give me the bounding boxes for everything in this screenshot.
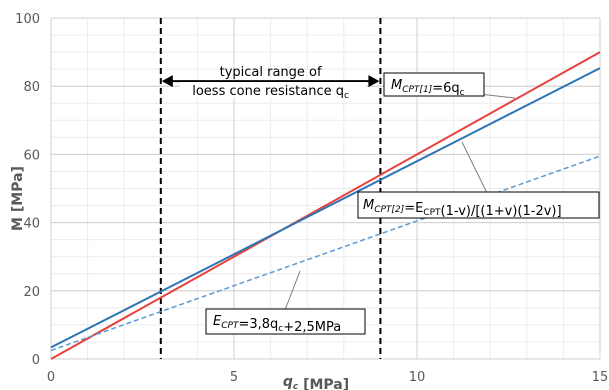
e-label-post2: +2,5MPa xyxy=(283,320,341,335)
y-tick-label: 100 xyxy=(15,12,40,27)
series-line xyxy=(50,51,601,360)
range-label-bg xyxy=(180,82,366,98)
leader-m2 xyxy=(461,141,488,194)
range-arrow-head-left xyxy=(161,75,173,88)
series-line xyxy=(50,67,601,349)
e-label-main: E xyxy=(213,314,222,329)
m2-label-main: M xyxy=(363,198,374,213)
e-label-sub: CPT xyxy=(221,321,240,331)
e-label-sub2: c xyxy=(278,324,283,334)
m1-label-sub2: c xyxy=(460,88,465,98)
m2-label-sub: CPT[2] xyxy=(374,205,404,215)
range-markers xyxy=(159,18,382,359)
e-label-box xyxy=(205,308,366,335)
range-label-sub: c xyxy=(344,91,349,101)
range-label-line2: loess cone resistance qc xyxy=(192,84,349,101)
range-label-main: loess cone resistance q xyxy=(192,84,344,99)
x-tick-labels: 0 5 10 15 xyxy=(47,370,608,385)
y-axis-label: M [MPa] xyxy=(10,166,26,231)
m2-label-post: =E xyxy=(404,201,423,216)
major-grid xyxy=(50,17,601,360)
m2-label-sub2: CPT xyxy=(423,208,441,218)
y-tick-label: 60 xyxy=(23,148,40,163)
x-axis-label-rest: [MPa] xyxy=(298,377,349,390)
minor-grid xyxy=(50,17,601,360)
m2-label-box xyxy=(357,191,600,219)
axis-labels: qc [MPa]M [MPa] xyxy=(10,166,349,390)
x-tick-label: 0 xyxy=(47,370,55,385)
x-axis-label-main: q xyxy=(283,374,293,390)
m1-label-main: M xyxy=(391,78,402,93)
m1-label-sub: CPT[1] xyxy=(402,85,432,95)
series-line xyxy=(50,155,601,352)
m2-label: MCPT[2]=ECPT(1-v)/[(1+v)(1-2v)] xyxy=(363,198,562,219)
x-tick-label: 10 xyxy=(409,370,426,385)
x-axis-label-sub: c xyxy=(293,382,299,390)
m2-label-post2: (1-v)/[(1+v)(1-2v)] xyxy=(441,204,562,219)
range-arrow-head-right xyxy=(368,75,380,88)
e-label-post: =3,8q xyxy=(238,317,278,332)
x-axis-label: qc [MPa] xyxy=(283,374,349,390)
range-label-line1: typical range of xyxy=(220,65,322,80)
m1-label-post: =6q xyxy=(432,81,459,96)
series-lines xyxy=(50,51,601,360)
y-tick-labels: 0 20 40 60 80 100 xyxy=(15,12,40,368)
e-label: ECPT=3,8qc+2,5MPa xyxy=(213,314,341,335)
y-tick-label: 20 xyxy=(23,285,40,300)
x-tick-label: 15 xyxy=(592,370,609,385)
x-tick-label: 5 xyxy=(230,370,238,385)
y-tick-label: 0 xyxy=(32,353,40,368)
y-tick-label: 80 xyxy=(23,80,40,95)
m1-label: MCPT[1]=6qc xyxy=(391,78,465,98)
leader-e xyxy=(284,270,301,311)
y-tick-label: 40 xyxy=(23,217,40,232)
m1-label-box xyxy=(383,72,485,97)
